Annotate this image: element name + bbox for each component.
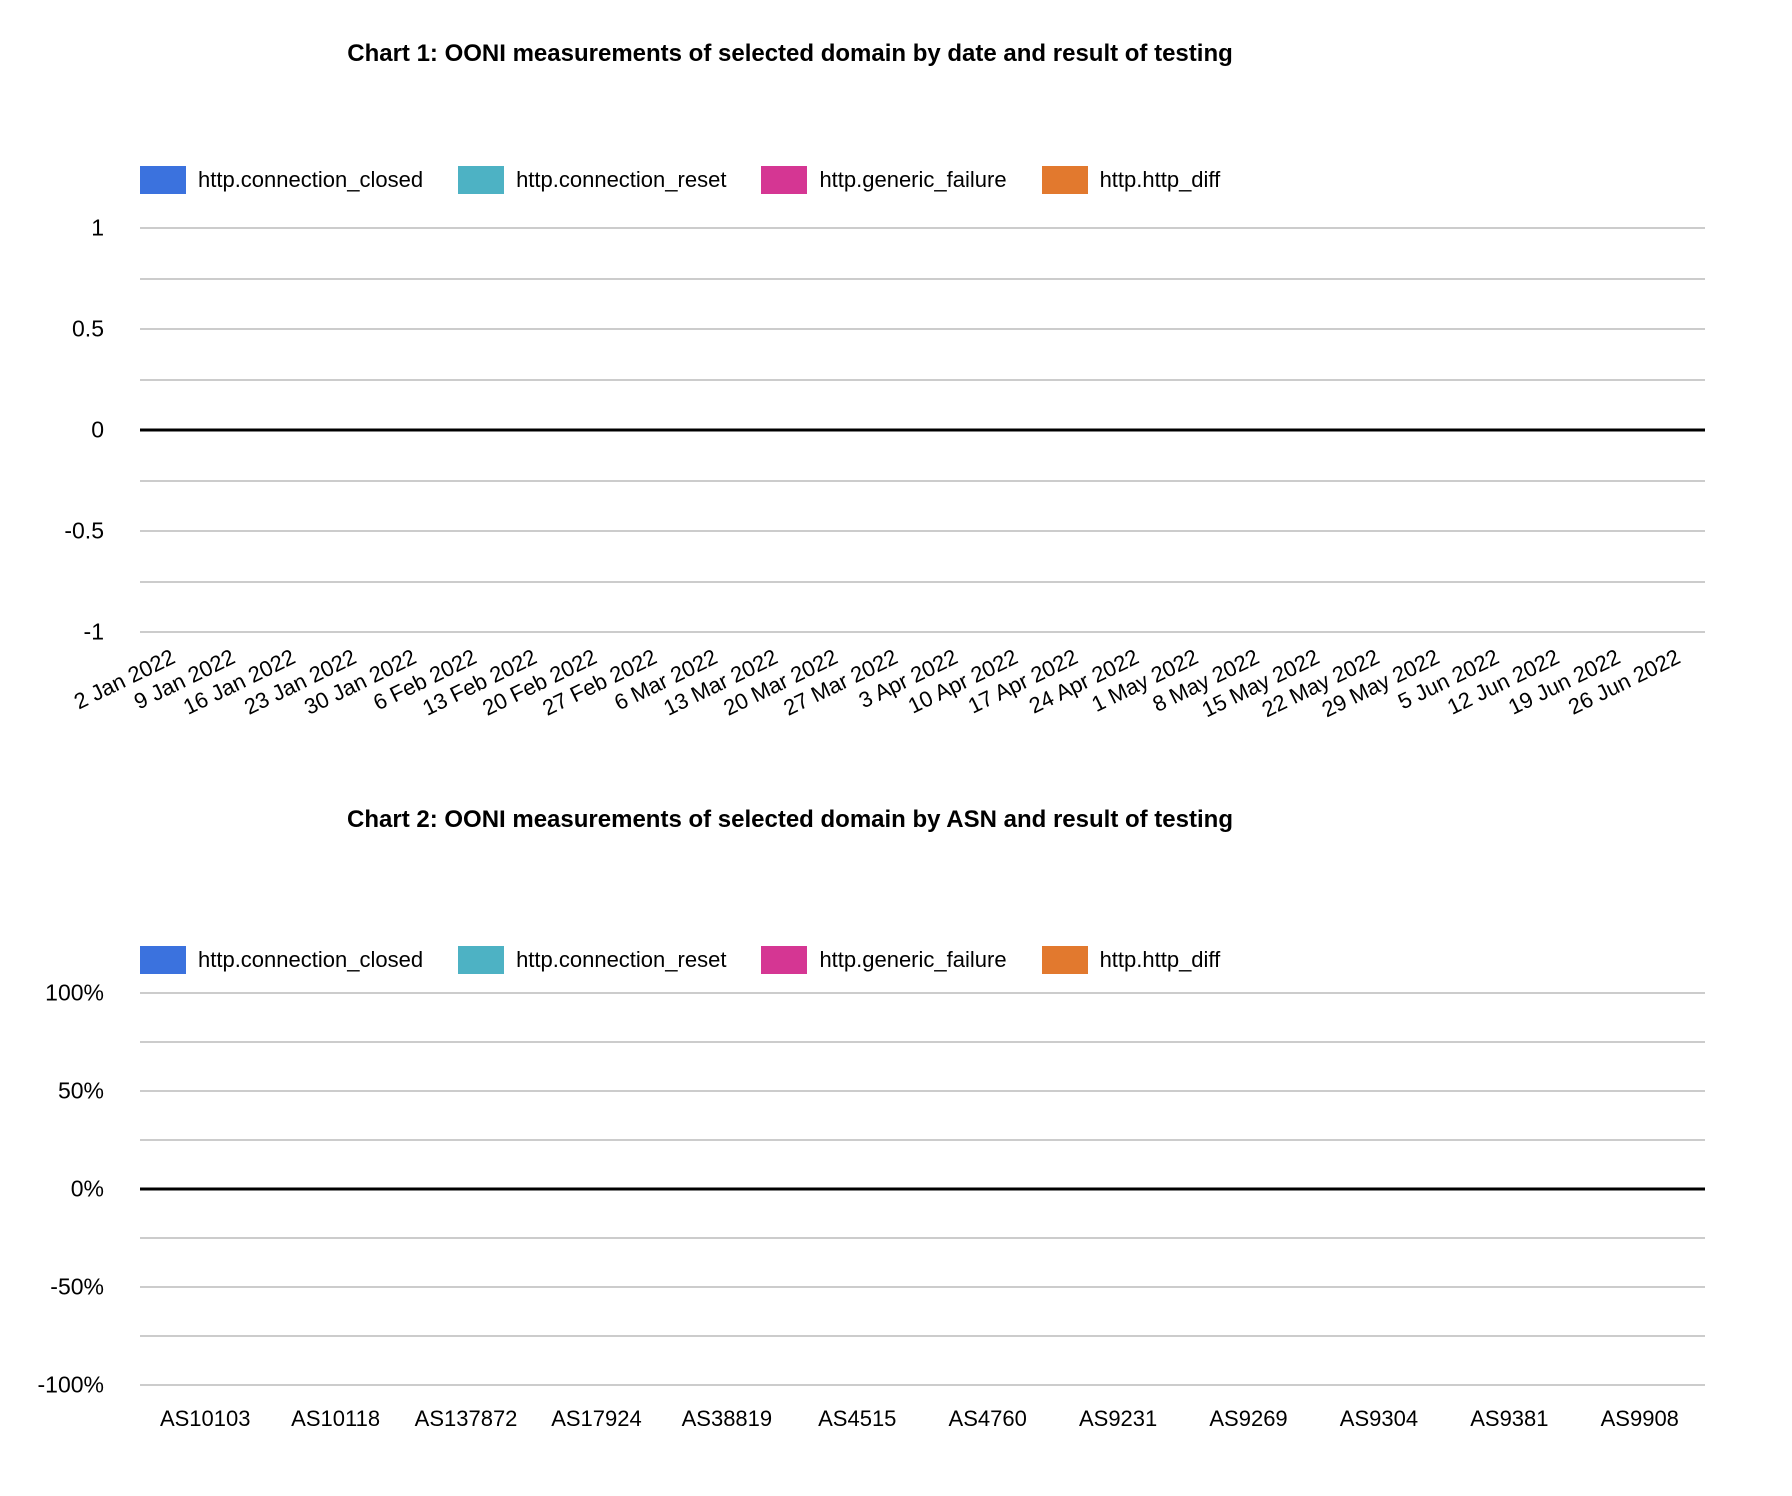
gridline (140, 1335, 1705, 1337)
gridline (140, 1286, 1705, 1288)
y-tick-label: 0 (91, 416, 104, 443)
legend-color-swatch (140, 166, 186, 194)
legend-item-http.connection_closed: http.connection_closed (140, 166, 423, 194)
y-tick-label: 50% (57, 1077, 104, 1104)
gridline (140, 1384, 1705, 1386)
x-tick-label: AS4760 (948, 1406, 1027, 1431)
gridline (140, 227, 1705, 229)
gridline (140, 1139, 1705, 1141)
legend-item-http.connection_closed: http.connection_closed (140, 946, 423, 974)
x-tick-label: AS9269 (1209, 1406, 1288, 1431)
zero-baseline (140, 1187, 1705, 1191)
gridline (140, 631, 1705, 633)
legend-item-http.connection_reset: http.connection_reset (458, 946, 726, 974)
gridline (140, 1041, 1705, 1043)
y-tick-label: -0.5 (64, 517, 104, 544)
x-tick-label: AS137872 (414, 1406, 518, 1431)
gridline (140, 1237, 1705, 1239)
legend-item-http.generic_failure: http.generic_failure (761, 166, 1007, 194)
legend-label: http.generic_failure (819, 167, 1007, 192)
chart-2-legend: http.connection_closed http.connection_re… (140, 946, 1220, 974)
zero-baseline (140, 428, 1705, 432)
legend-item-http.connection_reset: http.connection_reset (458, 166, 726, 194)
legend-item-http.http_diff: http.http_diff (1041, 946, 1221, 974)
legend-color-swatch (761, 166, 808, 194)
chart-2-y-axis-labels: 100% 50% 0% -50% -100% (0, 980, 122, 1398)
legend-label: http.connection_reset (516, 947, 727, 972)
x-tick-label: AS9908 (1600, 1406, 1679, 1431)
gridline (140, 530, 1705, 532)
legend-label: http.connection_reset (516, 167, 727, 192)
gridline (140, 1090, 1705, 1092)
legend-color-swatch (1041, 166, 1088, 194)
chart-1-legend: http.connection_closed http.connection_re… (140, 166, 1220, 194)
x-tick-label: AS10103 (159, 1406, 251, 1431)
legend-label: http.http_diff (1099, 947, 1221, 972)
x-tick-label: AS9381 (1470, 1406, 1549, 1431)
legend-item-http.generic_failure: http.generic_failure (761, 946, 1007, 974)
y-tick-label: -50% (50, 1273, 104, 1300)
legend-color-swatch (458, 166, 505, 194)
legend-label: http.connection_closed (198, 947, 424, 972)
chart-1-y-axis-labels: 1 0.5 0 -0.5 -1 (0, 215, 122, 645)
gridline (140, 328, 1705, 330)
chart-2-plot-area (140, 992, 1705, 1386)
gridline (140, 992, 1705, 994)
legend-color-swatch (140, 946, 186, 974)
gridline (140, 378, 1705, 381)
legend-item-http.http_diff: http.http_diff (1041, 166, 1221, 194)
gridline (140, 580, 1705, 583)
chart-2-x-axis-labels: AS10103 AS10118 AS137872 AS17924 AS38819 AS45… (140, 1400, 1705, 1495)
x-tick-label: AS38819 (681, 1406, 773, 1431)
legend-color-swatch (1041, 946, 1088, 974)
legend-label: http.connection_closed (198, 167, 424, 192)
x-tick-label: AS4515 (818, 1406, 897, 1431)
x-tick-label: AS10118 (291, 1406, 381, 1431)
gridline (140, 479, 1705, 482)
legend-label: http.generic_failure (819, 947, 1007, 972)
x-tick-label: AS9231 (1078, 1406, 1158, 1431)
y-tick-label: 100% (45, 979, 104, 1006)
chart-1-title: Chart 1: OONI measurements of selected d… (347, 40, 1233, 67)
x-tick-label: AS9304 (1339, 1406, 1419, 1431)
y-tick-label: -100% (37, 1371, 104, 1398)
y-tick-label: -1 (83, 618, 104, 645)
legend-color-swatch (761, 946, 808, 974)
x-tick-label: AS17924 (551, 1406, 642, 1431)
y-tick-label: 0% (70, 1175, 104, 1202)
y-tick-label: 1 (91, 214, 104, 241)
legend-label: http.http_diff (1099, 167, 1221, 192)
chart-1-plot-area (140, 227, 1705, 633)
y-tick-label: 0.5 (72, 315, 104, 342)
chart-2-title: Chart 2: OONI measurements of selected d… (347, 806, 1233, 833)
gridline (140, 277, 1705, 280)
legend-color-swatch (458, 946, 505, 974)
chart-1-x-axis-labels: 2 Jan 2022 9 Jan 2022 16 Jan 2022 23 Jan 20… (70, 640, 1705, 735)
